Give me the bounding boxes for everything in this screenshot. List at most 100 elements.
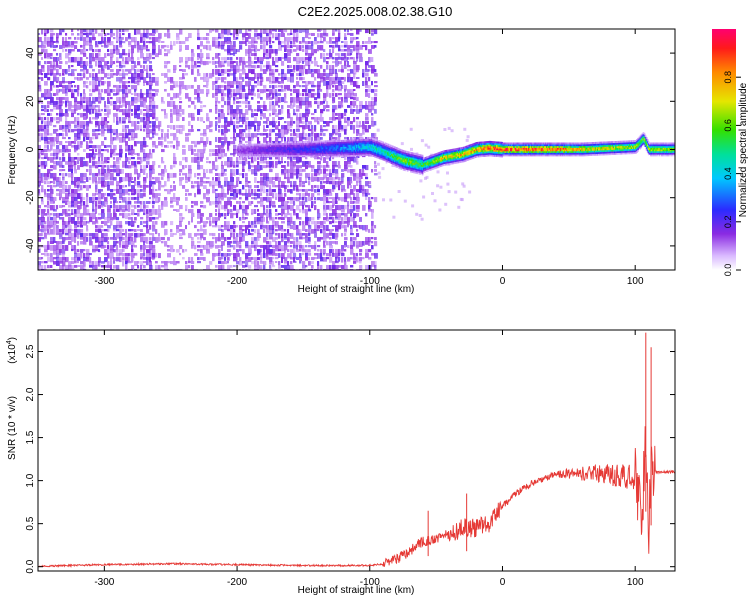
heatmap-cell [62,257,66,261]
heatmap-cell [44,133,48,139]
heatmap-cell [164,65,168,69]
heatmap-cell [161,133,164,138]
heatmap-cell [110,193,114,199]
heatmap-cell [275,249,279,252]
heatmap-cell [341,69,344,73]
heatmap-cell [353,89,356,91]
heatmap-cell [77,157,80,161]
heatmap-cell [83,157,85,160]
heatmap-cell [230,41,233,45]
heatmap-cell [227,165,231,168]
heatmap-cell [101,209,105,214]
heatmap-cell [83,217,87,221]
heatmap-cell [239,89,243,93]
heatmap-cell [68,137,71,140]
heatmap-cell [276,148,278,151]
heatmap-cell [89,169,92,175]
heatmap-cell [146,113,149,118]
heatmap-cell [317,173,321,176]
heatmap-cell [371,117,374,122]
heatmap-cell [266,53,270,57]
heatmap-cell [86,113,88,119]
heatmap-cell [152,89,156,92]
heatmap-cell [215,125,217,131]
heatmap-cell [320,113,323,117]
heatmap-cell [233,213,237,216]
heatmap-cell [194,153,198,157]
heatmap-cell [269,41,272,45]
heatmap-cell [98,189,102,195]
heatmap-cell [119,41,122,45]
heatmap-cell [260,65,263,70]
heatmap-cell [119,237,123,242]
heatmap-cell [245,109,249,115]
heatmap-cell [362,169,365,173]
heatmap-cell [329,269,333,270]
heatmap-cell [368,249,372,253]
heatmap-cell [296,133,300,138]
heatmap-cell [320,33,323,38]
heatmap-cell [272,89,276,95]
heatmap-cell [161,225,165,228]
heatmap-cell [245,225,249,230]
heatmap-cell [258,152,260,154]
heatmap-cell [200,89,204,94]
heatmap-cell [302,185,306,188]
heatmap-cell [262,153,265,156]
heatmap-cell [230,113,234,117]
heatmap-cell [101,237,105,242]
heatmap-cell [203,169,206,175]
heatmap-cell [152,129,156,135]
heatmap-cell [305,177,307,182]
heatmap-cell [275,209,278,212]
heatmap-cell [128,49,131,54]
heatmap-cell [269,193,273,196]
heatmap-cell [59,81,63,87]
heatmap-cell [95,265,98,270]
heatmap-cell [59,117,63,122]
heatmap-cell [89,153,93,158]
heatmap-cell [236,261,240,265]
heatmap-cell [59,261,63,264]
heatmap-cell [239,69,243,72]
heatmap-cell [191,85,194,89]
heatmap-cell [203,145,206,151]
heatmap-cell [41,257,44,260]
heatmap-cell [50,225,53,229]
heatmap-cell [227,161,231,166]
heatmap-cell [281,249,285,252]
heatmap-cell [74,181,77,186]
heatmap-cell [197,117,200,121]
heatmap-cell [230,33,233,36]
heatmap-cell [305,117,308,122]
heatmap-cell [260,157,264,161]
heatmap-cell [74,225,78,229]
heatmap-cell [275,33,279,38]
heatmap-cell [47,73,50,76]
heatmap-cell [271,150,273,153]
heatmap-cell [270,143,272,146]
heatmap-cell [248,77,251,81]
heatmap-cell [59,245,62,250]
heatmap-cell [65,209,68,214]
heatmap-cell [56,133,60,137]
heatmap-cell [299,209,302,213]
heatmap-cell [254,41,258,44]
heatmap-cell [140,109,143,115]
heatmap-cell [95,77,99,81]
heatmap-cell [299,237,303,240]
heatmap-cell [134,189,137,195]
heatmap-cell [209,129,213,133]
heatmap-cell [203,225,206,228]
heatmap-cell [149,81,153,86]
heatmap-cell [119,249,123,254]
heatmap-cell [296,61,300,65]
heatmap-cell [271,141,273,144]
heatmap-cell [266,153,269,156]
heatmap-cell [320,101,324,105]
heatmap-cell [359,257,362,262]
heatmap-cell [254,125,257,131]
heatmap-cell [125,153,127,158]
heatmap-cell [68,65,71,69]
heatmap-cell [140,157,143,163]
